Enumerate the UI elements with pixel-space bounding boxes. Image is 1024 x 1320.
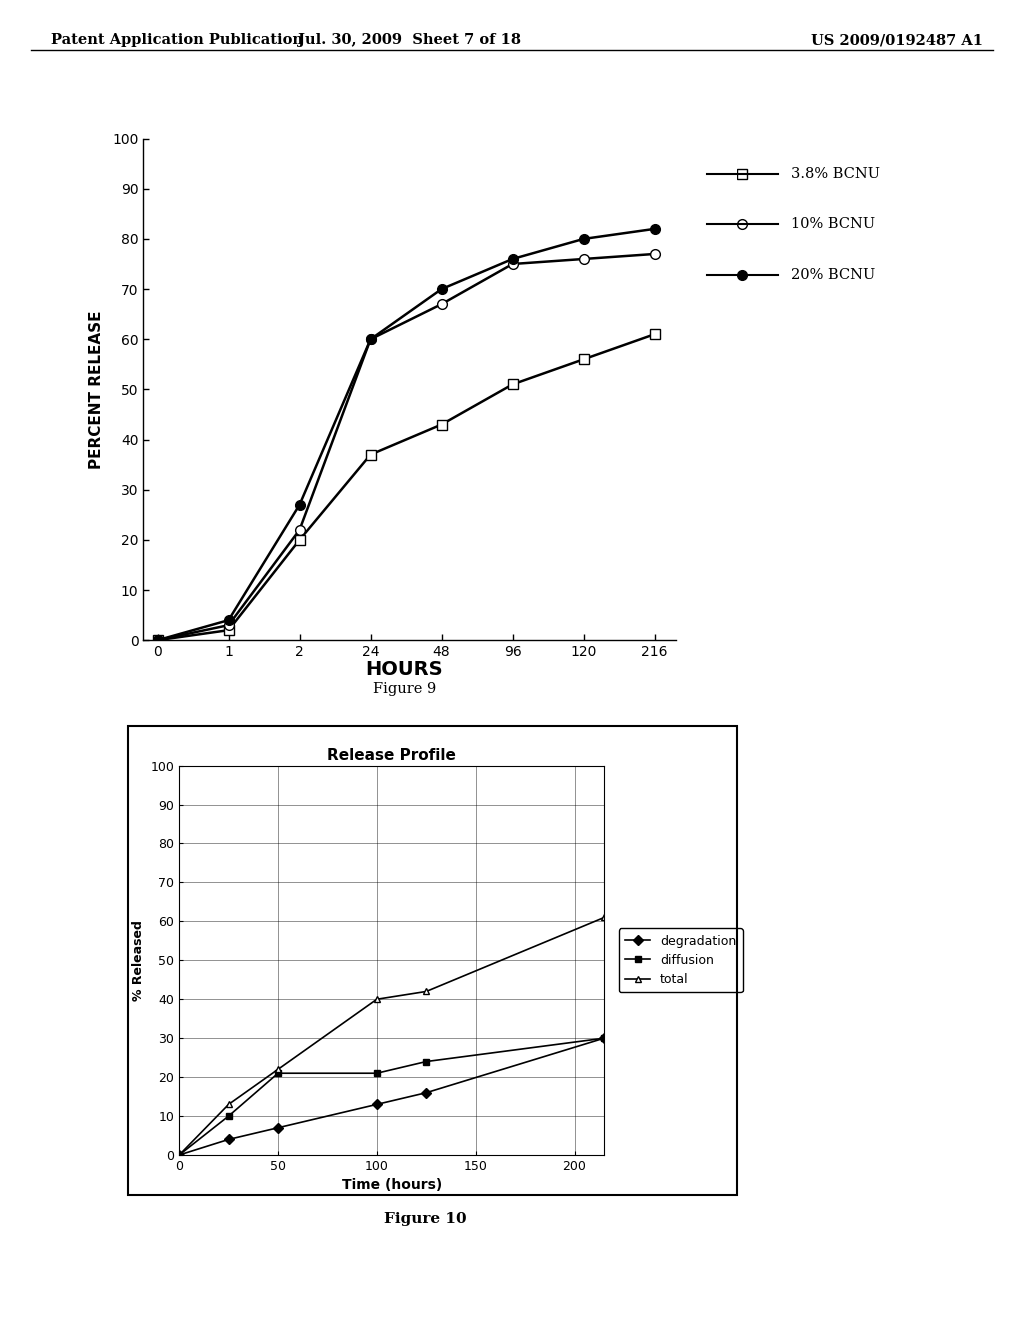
Y-axis label: % Released: % Released [132, 920, 145, 1001]
Text: 20% BCNU: 20% BCNU [791, 268, 874, 281]
Text: Figure 10: Figure 10 [384, 1212, 466, 1226]
X-axis label: Time (hours): Time (hours) [342, 1179, 441, 1192]
Text: Patent Application Publication: Patent Application Publication [51, 33, 303, 48]
Text: US 2009/0192487 A1: US 2009/0192487 A1 [811, 33, 983, 48]
Legend: degradation, diffusion, total: degradation, diffusion, total [618, 928, 742, 993]
Title: Release Profile: Release Profile [328, 748, 456, 763]
Text: HOURS: HOURS [366, 660, 443, 678]
Text: 3.8% BCNU: 3.8% BCNU [791, 168, 880, 181]
Text: Jul. 30, 2009  Sheet 7 of 18: Jul. 30, 2009 Sheet 7 of 18 [298, 33, 521, 48]
Y-axis label: PERCENT RELEASE: PERCENT RELEASE [89, 310, 103, 469]
Text: Figure 9: Figure 9 [373, 682, 436, 697]
Text: 10% BCNU: 10% BCNU [791, 218, 874, 231]
